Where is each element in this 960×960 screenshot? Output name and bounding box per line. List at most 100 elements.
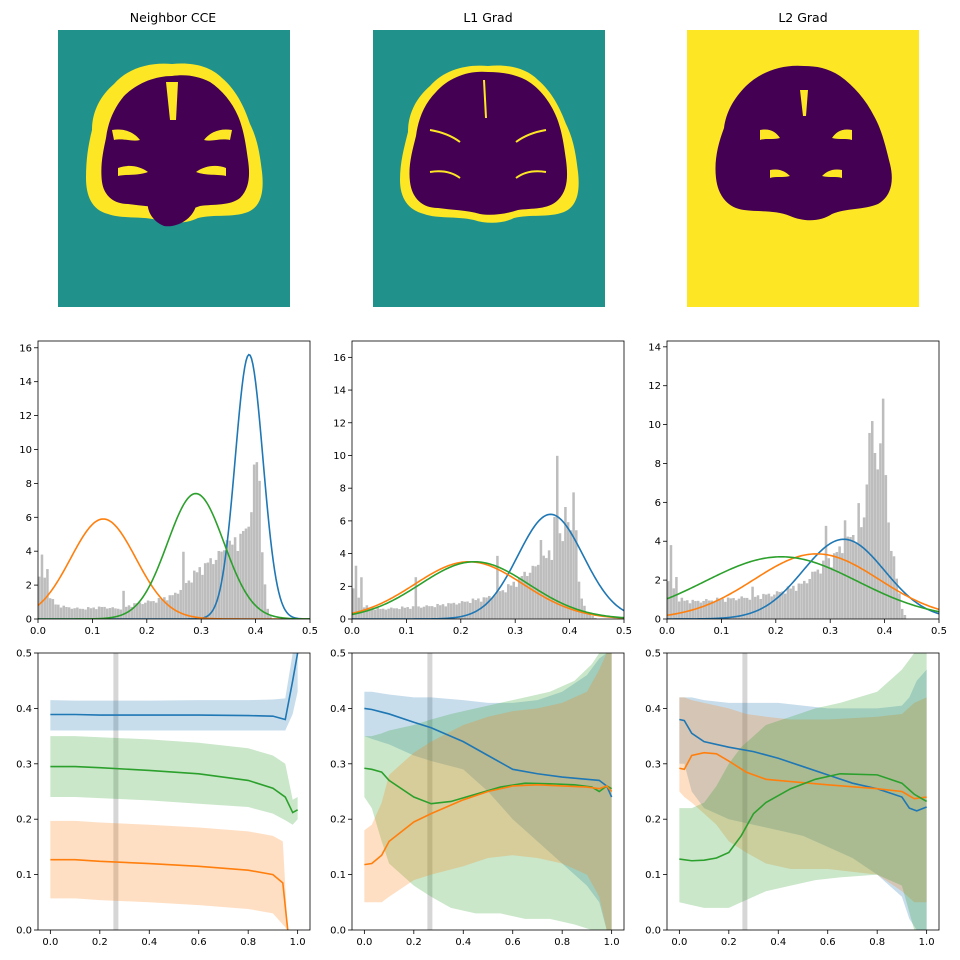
y-tick-label: 4 xyxy=(340,549,346,560)
x-tick-label: 1.0 xyxy=(290,937,306,948)
histogram-bar xyxy=(493,595,496,619)
histogram-bar xyxy=(775,591,779,619)
histogram-bar xyxy=(106,608,109,619)
histogram-bar xyxy=(392,608,396,619)
histogram-bar xyxy=(520,576,524,619)
histogram-bar xyxy=(263,584,267,619)
histogram-bar xyxy=(542,555,545,619)
y-tick-label: 0.4 xyxy=(645,704,661,715)
histogram-bar xyxy=(409,608,412,619)
mean-line-1 xyxy=(679,718,927,812)
histogram-bar xyxy=(78,608,82,619)
brain-inner-purple xyxy=(715,65,892,221)
histogram-bar xyxy=(373,609,377,619)
confidence-band-3 xyxy=(679,653,927,930)
histogram-bar xyxy=(677,601,681,619)
histogram-bar xyxy=(217,550,221,619)
histogram-bar xyxy=(384,609,388,619)
histogram-bar xyxy=(509,585,513,619)
histogram-bar xyxy=(376,608,379,619)
x-tick-label: 0.2 xyxy=(406,937,422,948)
y-tick-label: 0.4 xyxy=(330,704,346,715)
histogram-bar xyxy=(471,598,475,619)
y-tick-label: 0.5 xyxy=(16,649,32,660)
histogram-bar xyxy=(751,586,754,619)
sulcus-lines xyxy=(429,79,547,179)
histogram-bar xyxy=(479,601,483,619)
histogram-bar xyxy=(81,608,85,619)
mean-line-2 xyxy=(50,765,299,814)
confidence-band-1 xyxy=(679,669,927,930)
histogram-bar xyxy=(694,601,697,619)
histogram-bar xyxy=(477,598,480,619)
gaussian-curve-3 xyxy=(667,555,939,613)
histogram-bar xyxy=(881,398,885,619)
y-tick-label: 10 xyxy=(648,420,661,431)
histogram-bar xyxy=(800,583,803,619)
y-tick-label: 0.1 xyxy=(645,870,661,881)
x-tick-label: 0.4 xyxy=(455,937,471,948)
y-tick-label: 0 xyxy=(655,615,661,626)
histogram-bar xyxy=(545,558,548,619)
histogram-bar xyxy=(667,581,670,619)
histogram-bar xyxy=(824,525,828,619)
histogram-bar xyxy=(585,612,589,619)
histogram-bar xyxy=(209,558,212,619)
histogram-bar xyxy=(111,607,114,619)
histogram-bar xyxy=(675,577,678,619)
gaussian-curve-1 xyxy=(38,353,310,619)
histogram-bar xyxy=(507,584,510,619)
histogram-bar xyxy=(387,608,390,619)
histogram-bar xyxy=(501,590,505,619)
histogram-bar xyxy=(171,595,174,619)
histogram-bar xyxy=(873,452,877,619)
histogram-bar xyxy=(743,597,746,619)
histogram-bar xyxy=(362,607,366,619)
histogram-bar xyxy=(135,603,139,619)
histogram-bar xyxy=(198,567,201,619)
histogram-bar xyxy=(539,540,543,619)
histogram-bar xyxy=(754,596,757,619)
gaussian-curve-1 xyxy=(352,513,624,619)
y-tick-label: 2 xyxy=(340,582,346,593)
x-tick-label: 0.4 xyxy=(877,626,893,637)
histogram-bar xyxy=(580,598,583,619)
histogram-bar xyxy=(705,599,708,619)
histogram-bar xyxy=(455,604,458,619)
histogram-bar xyxy=(422,606,426,619)
histogram-bar xyxy=(357,597,360,619)
y-tick-label: 12 xyxy=(648,381,661,392)
histogram-bar xyxy=(46,569,49,619)
y-tick-label: 0.2 xyxy=(16,815,32,826)
histogram-bar xyxy=(371,607,374,619)
x-tick-label: 0.0 xyxy=(344,626,360,637)
histogram-bar xyxy=(133,603,136,619)
histogram-bar xyxy=(84,609,87,619)
histogram-bar xyxy=(174,592,177,619)
histogram-bar xyxy=(496,555,499,619)
title-neighbor-cce: Neighbor CCE xyxy=(130,10,217,25)
notches xyxy=(760,90,852,178)
histogram-bar xyxy=(526,576,529,619)
histogram-bar xyxy=(702,600,705,619)
histogram-bar xyxy=(425,605,428,619)
histogram-bar xyxy=(73,608,76,619)
histogram-bar xyxy=(900,608,904,619)
histogram-bar xyxy=(452,602,456,619)
histogram-bar xyxy=(103,606,106,619)
histogram-bar xyxy=(144,602,147,619)
y-tick-label: 0 xyxy=(340,615,346,626)
histogram-bar xyxy=(797,583,801,619)
y-tick-label: 6 xyxy=(26,513,32,524)
histogram-bar xyxy=(206,562,210,619)
histogram-bar xyxy=(740,596,743,619)
histogram-bar xyxy=(86,607,90,619)
histogram-bar xyxy=(439,605,442,619)
histogram-bar xyxy=(696,600,700,619)
gaussian-curve-2 xyxy=(667,553,939,617)
histogram-bar xyxy=(504,592,507,619)
histogram-bar xyxy=(903,614,907,619)
mean-line-2 xyxy=(679,751,927,800)
histogram-bar xyxy=(871,421,874,619)
histogram-bar xyxy=(669,545,673,619)
